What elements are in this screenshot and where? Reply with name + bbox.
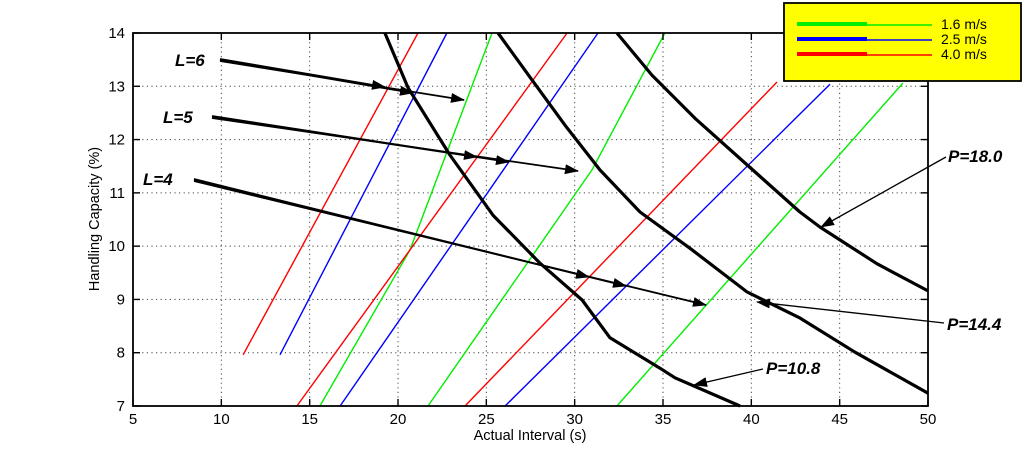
series-p-14.4[interactable] (496, 32, 929, 395)
y-tick-label: 13 (108, 78, 125, 95)
y-tick-label: 12 (108, 132, 125, 149)
annotation-label-l-4: L=4 (143, 170, 173, 189)
series-1.6-m-s-l-4-[interactable] (616, 82, 904, 407)
annotation-arrow-l-4 (193, 180, 707, 307)
annotation-arrow-p-10.8 (693, 368, 764, 387)
x-tick-label: 30 (566, 411, 583, 428)
gridlines (133, 33, 928, 406)
x-tick-label: 20 (390, 411, 407, 428)
legend-box[interactable]: 1.6 m/s 2.5 m/s 4.0 m/s (783, 2, 1022, 82)
annotation-arrow-p-14.4 (756, 298, 945, 324)
plot-area (132, 32, 929, 407)
x-tick-label: 5 (129, 411, 137, 428)
plot-series (242, 31, 929, 408)
annotation-arrow-l-5 (211, 117, 579, 175)
annotation-arrow-p-18.0 (820, 156, 947, 228)
y-axis-label: Handling Capacity (%) (87, 147, 103, 291)
y-tick-label: 10 (108, 238, 125, 255)
annotation-arrow-l-6 (219, 60, 465, 103)
series-4.0-m-s-l-4-[interactable] (464, 81, 778, 407)
legend-entry: 2.5 m/s (797, 31, 987, 47)
y-tick-label: 8 (117, 345, 125, 362)
y-tick-label: 7 (117, 398, 125, 415)
x-tick-label: 45 (831, 411, 848, 428)
x-tick-label: 50 (920, 411, 937, 428)
series-2.5-m-s-l-5-[interactable] (339, 32, 599, 407)
x-tick-label: 25 (478, 411, 495, 428)
annotation-label-p-10.8: P=10.8 (766, 359, 821, 378)
annotation-label-l-6: L=6 (175, 51, 205, 70)
x-axis-label: Actual Interval (s) (474, 428, 587, 444)
series-1.6-m-s-l-5-[interactable] (427, 32, 666, 407)
legend-label: 4.0 m/s (941, 46, 987, 62)
legend-entry: 1.6 m/s (797, 16, 987, 32)
annotations: L=6 L=5 L=4 P=18.0 P=14.4 P=10.8 (143, 51, 1003, 387)
annotation-label-p-18.0: P=18.0 (948, 147, 1003, 166)
series-p-18.0[interactable] (615, 31, 929, 293)
legend-entry: 4.0 m/s (797, 46, 987, 62)
annotation-label-p-14.4: P=14.4 (947, 315, 1002, 334)
series-4.0-m-s-l-6-[interactable] (242, 32, 419, 356)
legend-label: 1.6 m/s (941, 16, 987, 32)
x-tick-label: 15 (301, 411, 318, 428)
y-tick-label: 9 (117, 291, 125, 308)
x-tick-label: 40 (743, 411, 760, 428)
y-tick-label: 11 (109, 185, 125, 202)
series-p-10.8[interactable] (383, 32, 741, 408)
series-2.5-m-s-l-6-[interactable] (279, 32, 448, 356)
series-2.5-m-s-l-4-[interactable] (504, 83, 831, 407)
x-tick-label: 35 (655, 411, 672, 428)
legend-background (783, 2, 1022, 82)
y-tick-label: 14 (108, 25, 125, 42)
legend-label: 2.5 m/s (941, 31, 987, 47)
x-tick-label: 10 (213, 411, 230, 428)
series-4.0-m-s-l-5-[interactable] (296, 32, 568, 407)
axis-ticks: 5 10 15 20 25 30 35 40 45 50 7 8 9 10 11 12 13 14 (108, 25, 936, 428)
annotation-label-l-5: L=5 (163, 108, 193, 127)
